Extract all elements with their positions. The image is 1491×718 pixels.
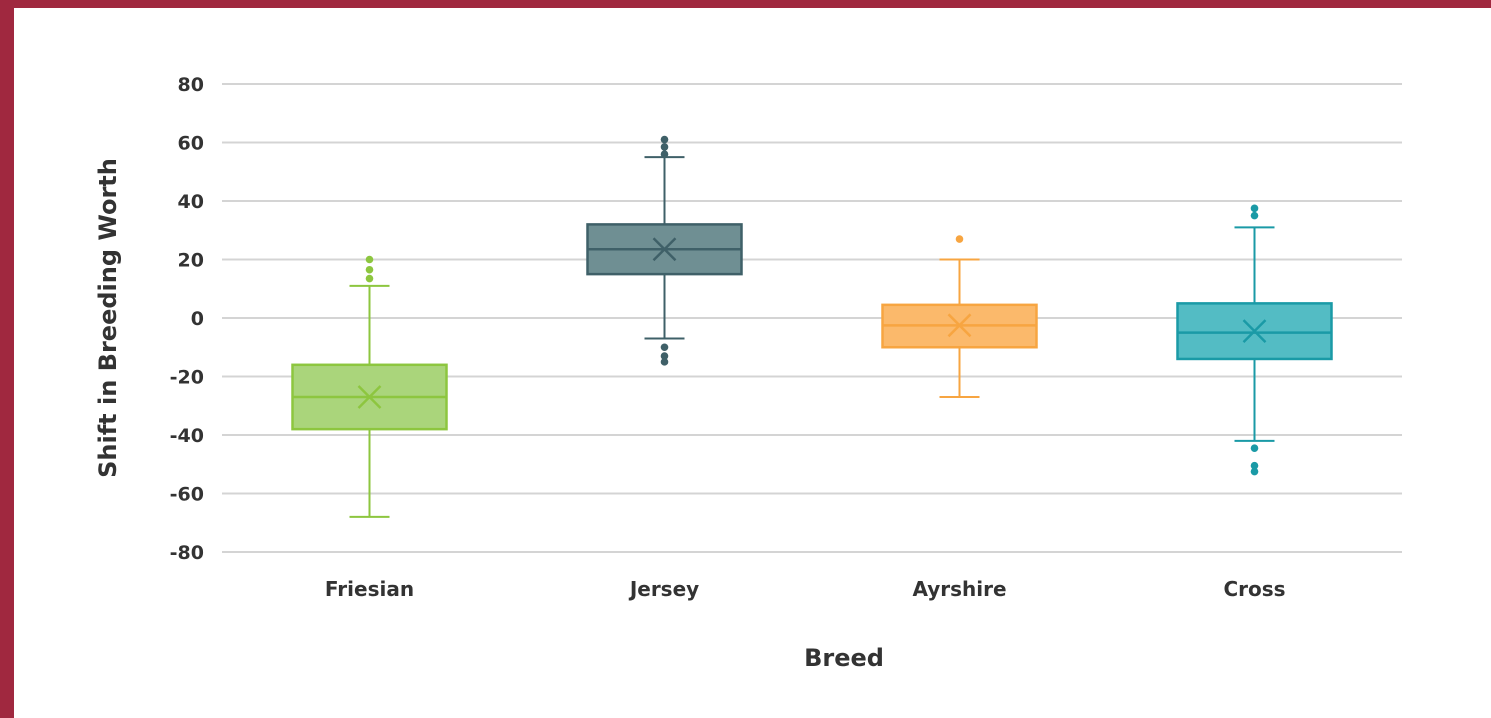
y-tick-label: -80 (170, 542, 204, 564)
mean-marker (357, 385, 382, 409)
x-tick-label: Ayrshire (912, 577, 1006, 601)
y-tick-label: -60 (170, 484, 204, 506)
y-axis-ticks: 80 60 40 20 0 -20 -40 -60 -80 (170, 74, 204, 564)
outlier-point (955, 235, 964, 243)
outlier-point (365, 274, 374, 283)
x-axis-ticks: Friesian Jersey Ayrshire Cross (325, 577, 1286, 601)
outlier-point (1250, 467, 1259, 476)
y-tick-label: 40 (178, 191, 204, 213)
box-ayrshire (881, 235, 1038, 398)
y-axis-title: Shift in Breeding Worth (94, 158, 122, 478)
box-jersey (586, 135, 743, 366)
boxplot-chart: 80 60 40 20 0 -20 -40 -60 -80 Friesian Jersey Ayrs… (94, 74, 1402, 672)
y-tick-label: -40 (170, 425, 204, 447)
x-tick-label: Cross (1223, 577, 1285, 601)
box-friesian (291, 255, 448, 518)
outlier-point (660, 352, 669, 360)
y-tick-label: -20 (170, 367, 204, 389)
mean-marker (652, 237, 677, 262)
x-tick-label: Friesian (325, 577, 414, 601)
outlier-point (365, 265, 374, 274)
x-tick-label: Jersey (628, 577, 699, 601)
outlier-point (660, 358, 669, 366)
x-axis-title: Breed (804, 644, 884, 672)
outlier-point (660, 143, 669, 151)
outlier-point (365, 255, 374, 264)
outlier-point (660, 343, 669, 352)
y-tick-label: 60 (178, 133, 204, 155)
outlier-point (1250, 204, 1259, 213)
outlier-point (660, 135, 669, 144)
outlier-point (1250, 444, 1259, 452)
outlier-point (1250, 461, 1259, 470)
y-tick-label: 20 (178, 250, 204, 272)
box-cross (1176, 204, 1333, 476)
y-tick-label: 0 (191, 308, 204, 330)
mean-marker (947, 313, 972, 338)
outlier-point (660, 150, 669, 158)
outlier-point (1250, 211, 1259, 220)
boxes (291, 135, 1333, 518)
mean-marker (1242, 319, 1267, 344)
chart-card: 80 60 40 20 0 -20 -40 -60 -80 Friesian Jersey Ayrs… (14, 8, 1491, 718)
y-tick-label: 80 (178, 74, 204, 96)
